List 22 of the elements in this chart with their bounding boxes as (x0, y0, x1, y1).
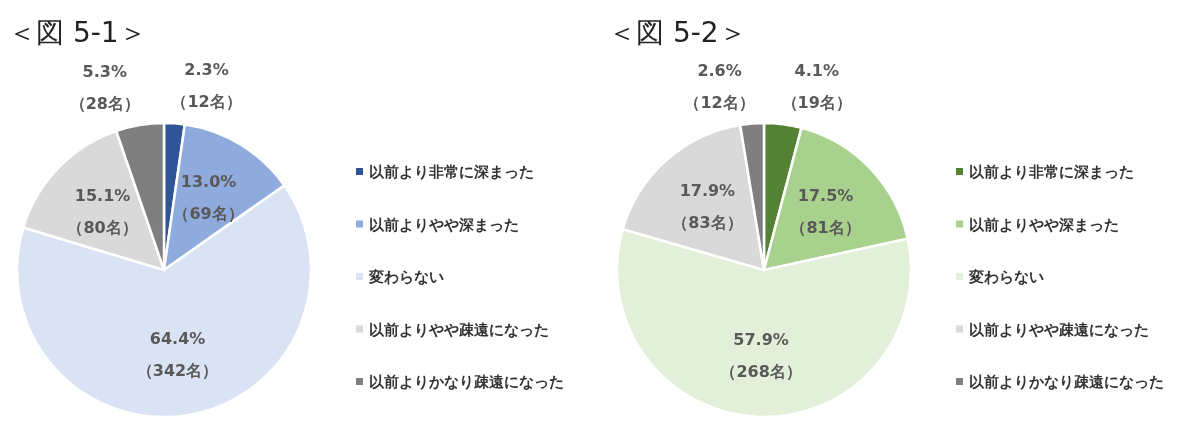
chart-title: ＜図 5-1＞ (8, 16, 147, 49)
data-label: 13.0% （69名） (173, 172, 244, 224)
legend-label: 以前よりやや疎遠になった (369, 321, 549, 338)
data-label: 4.1% （19名） (781, 61, 852, 113)
data-label: 64.4% （342名） (136, 329, 219, 381)
data-label: 17.5% （81名） (790, 186, 861, 238)
legend-label: 以前より非常に深まった (969, 164, 1134, 180)
data-label: 2.6% （12名） (684, 60, 755, 112)
data-label: 57.9% （268名） (720, 330, 802, 382)
legend-label: 以前よりやや疎遠になった (969, 321, 1149, 338)
data-label: 5.3% （28名） (69, 62, 140, 114)
data-label: 2.3% （12名） (171, 60, 242, 112)
legend-label: 以前よりかなり疎遠になった (369, 374, 564, 390)
legend-label: 以前よりかなり疎遠になった (969, 374, 1164, 390)
chart-title: ＜図 5-2＞ (608, 16, 747, 49)
data-label: 17.9% （83名） (672, 181, 743, 233)
legend-label: 以前より非常に深まった (369, 164, 534, 180)
data-label: 15.1% （80名） (67, 185, 138, 237)
legend-label: 以前よりやや深まった (969, 216, 1119, 233)
legend-label: 以前よりやや深まった (369, 216, 519, 233)
legend-label: 変わらない (368, 268, 444, 285)
legend-label: 変わらない (968, 268, 1044, 285)
